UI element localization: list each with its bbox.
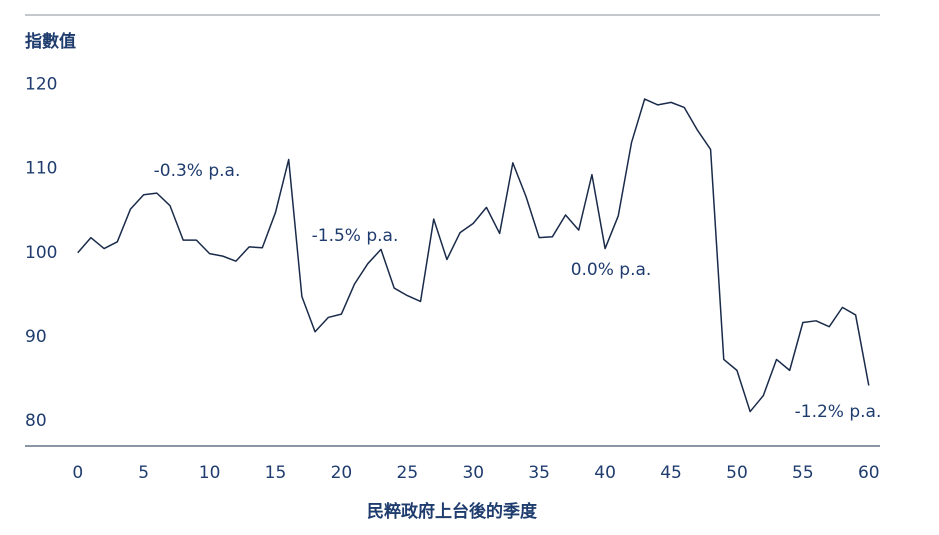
x-tick-label: 45 [660, 463, 682, 483]
x-tick-label: 25 [397, 463, 419, 483]
y-tick-label: 100 [25, 243, 57, 263]
y-axis-label: 指數值 [25, 31, 76, 52]
x-tick-label: 5 [138, 463, 149, 483]
y-tick-label: 80 [25, 411, 47, 431]
x-tick-label: 20 [331, 463, 353, 483]
annotation: -1.2% p.a. [795, 402, 882, 422]
y-tick-label: 120 [25, 75, 57, 95]
x-tick-label: 55 [792, 463, 814, 483]
x-tick-label: 30 [462, 463, 484, 483]
series-line [77, 98, 870, 413]
y-tick-label: 90 [25, 327, 47, 347]
y-tick-label: 110 [25, 159, 57, 179]
x-tick-label: 35 [528, 463, 550, 483]
annotation: -0.3% p.a. [154, 161, 241, 181]
x-tick-label: 40 [594, 463, 616, 483]
x-tick-label: 15 [265, 463, 287, 483]
x-tick-label: 10 [199, 463, 221, 483]
x-tick-label: 60 [858, 463, 880, 483]
annotation: -1.5% p.a. [312, 226, 399, 246]
annotation: 0.0% p.a. [571, 260, 652, 280]
x-tick-label: 0 [72, 463, 83, 483]
x-tick-label: 50 [726, 463, 748, 483]
x-axis-label: 民粹政府上台後的季度 [367, 501, 538, 522]
